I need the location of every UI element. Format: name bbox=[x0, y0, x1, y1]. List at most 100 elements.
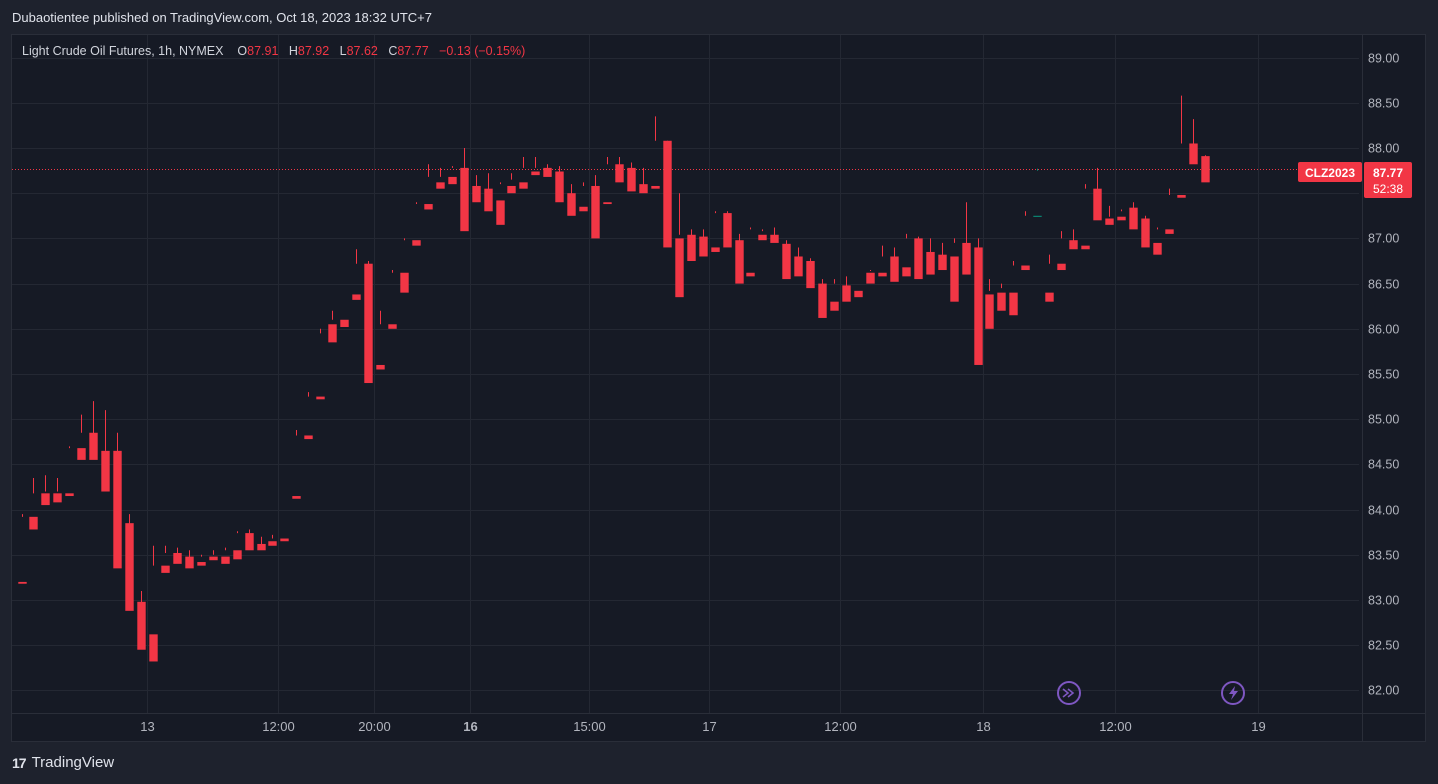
candle[interactable] bbox=[711, 211, 720, 252]
candle[interactable] bbox=[1033, 168, 1042, 217]
candle[interactable] bbox=[113, 432, 122, 569]
candle[interactable] bbox=[651, 116, 660, 189]
candle[interactable] bbox=[866, 270, 875, 284]
candle[interactable] bbox=[257, 536, 266, 551]
candle[interactable] bbox=[89, 401, 98, 460]
candle[interactable] bbox=[663, 140, 672, 248]
candle[interactable] bbox=[519, 157, 528, 189]
candle[interactable] bbox=[914, 236, 923, 280]
candle[interactable] bbox=[149, 545, 158, 662]
candle[interactable] bbox=[926, 238, 935, 275]
candle[interactable] bbox=[627, 162, 636, 192]
candle[interactable] bbox=[985, 279, 994, 329]
candle[interactable] bbox=[364, 261, 373, 384]
candle[interactable] bbox=[41, 475, 50, 506]
candle[interactable] bbox=[304, 392, 313, 440]
candle[interactable] bbox=[782, 240, 791, 280]
candle[interactable] bbox=[806, 258, 815, 289]
candle[interactable] bbox=[1141, 215, 1150, 248]
candle[interactable] bbox=[603, 157, 612, 205]
candle[interactable] bbox=[352, 249, 361, 300]
candle[interactable] bbox=[53, 477, 62, 503]
candle[interactable] bbox=[1057, 231, 1066, 271]
candle[interactable] bbox=[794, 247, 803, 277]
candle[interactable] bbox=[29, 477, 38, 530]
candle[interactable] bbox=[1201, 155, 1210, 183]
footer-brand[interactable]: 17 TradingView bbox=[12, 754, 114, 771]
candle[interactable] bbox=[962, 202, 971, 275]
candle[interactable] bbox=[1069, 229, 1078, 250]
candle[interactable] bbox=[209, 550, 218, 561]
candle[interactable] bbox=[268, 534, 277, 546]
candle[interactable] bbox=[1021, 211, 1030, 271]
candle[interactable] bbox=[376, 310, 385, 370]
candle[interactable] bbox=[687, 229, 696, 261]
candle[interactable] bbox=[137, 590, 146, 650]
candle[interactable] bbox=[1009, 261, 1018, 316]
candle[interactable] bbox=[567, 184, 576, 216]
candle[interactable] bbox=[699, 229, 708, 257]
candle[interactable] bbox=[1189, 119, 1198, 165]
candle[interactable] bbox=[938, 242, 947, 271]
candle[interactable] bbox=[448, 166, 457, 185]
candle[interactable] bbox=[424, 164, 433, 210]
candle[interactable] bbox=[830, 279, 839, 311]
candle[interactable] bbox=[974, 238, 983, 365]
candle[interactable] bbox=[340, 294, 349, 327]
candle[interactable] bbox=[101, 410, 110, 492]
candle[interactable] bbox=[388, 270, 397, 329]
candle[interactable] bbox=[1177, 95, 1186, 198]
candle[interactable] bbox=[770, 227, 779, 243]
candle[interactable] bbox=[507, 173, 516, 194]
candle[interactable] bbox=[579, 182, 588, 212]
candle[interactable] bbox=[1105, 205, 1114, 225]
candle[interactable] bbox=[65, 446, 74, 497]
candle[interactable] bbox=[412, 202, 421, 246]
candle[interactable] bbox=[460, 148, 469, 232]
earnings-flash-icon[interactable] bbox=[1221, 681, 1245, 705]
candle[interactable] bbox=[185, 550, 194, 569]
candle[interactable] bbox=[531, 157, 540, 176]
candle[interactable] bbox=[316, 328, 325, 400]
candle[interactable] bbox=[818, 279, 827, 318]
candle[interactable] bbox=[436, 167, 445, 189]
candle[interactable] bbox=[746, 227, 755, 277]
candle[interactable] bbox=[1117, 209, 1126, 221]
candle[interactable] bbox=[675, 193, 684, 298]
candle[interactable] bbox=[1045, 254, 1054, 302]
candle[interactable] bbox=[472, 175, 481, 203]
candle[interactable] bbox=[1153, 227, 1162, 255]
candle[interactable] bbox=[878, 245, 887, 277]
candle[interactable] bbox=[543, 164, 552, 177]
candle[interactable] bbox=[735, 233, 744, 284]
candle[interactable] bbox=[639, 167, 648, 194]
candle[interactable] bbox=[1165, 188, 1174, 234]
candle[interactable] bbox=[233, 531, 242, 560]
candle[interactable] bbox=[997, 283, 1006, 311]
candle[interactable] bbox=[854, 273, 863, 298]
candle[interactable] bbox=[591, 175, 600, 239]
candle[interactable] bbox=[555, 166, 564, 203]
candle[interactable] bbox=[1129, 202, 1138, 230]
candle[interactable] bbox=[1093, 167, 1102, 221]
candle[interactable] bbox=[723, 211, 732, 248]
candle[interactable] bbox=[245, 529, 254, 551]
candle[interactable] bbox=[615, 157, 624, 183]
candle[interactable] bbox=[842, 276, 851, 302]
dividends-icon[interactable] bbox=[1057, 681, 1081, 705]
candle[interactable] bbox=[484, 173, 493, 212]
candle[interactable] bbox=[197, 554, 206, 566]
candle[interactable] bbox=[280, 496, 289, 542]
candle[interactable] bbox=[125, 514, 134, 611]
candle[interactable] bbox=[161, 545, 170, 573]
candle[interactable] bbox=[77, 414, 86, 460]
candle[interactable] bbox=[950, 238, 959, 302]
candle[interactable] bbox=[1081, 184, 1090, 250]
candle[interactable] bbox=[221, 547, 230, 564]
candle[interactable] bbox=[328, 310, 337, 343]
candlestick-chart[interactable]: 82.00 82.50 83.00 83.50 84.00 84.50 85.00 85.50… bbox=[12, 35, 1425, 741]
candle[interactable] bbox=[18, 514, 27, 584]
candle[interactable] bbox=[890, 247, 899, 282]
candle[interactable] bbox=[496, 182, 505, 225]
chart-frame[interactable]: 82.00 82.50 83.00 83.50 84.00 84.50 85.00 85.50… bbox=[11, 34, 1426, 742]
